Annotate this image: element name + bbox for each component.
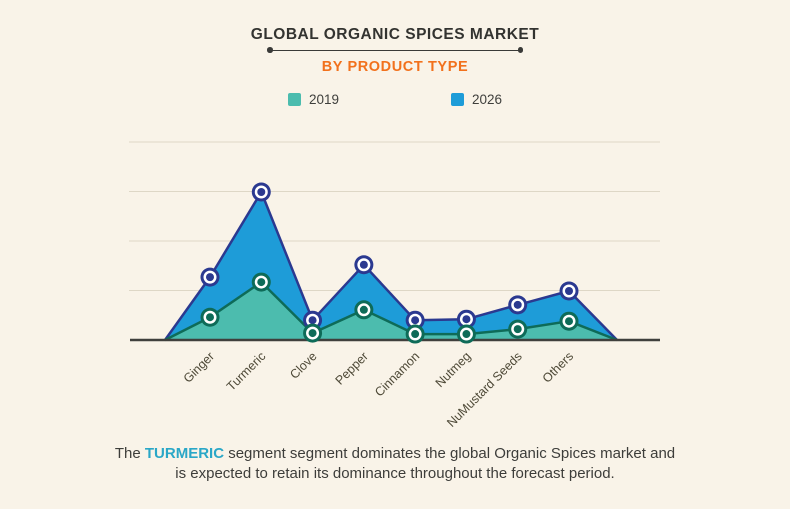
marker-ring [513, 300, 522, 309]
marker-2026-cinnamon[interactable] [405, 310, 425, 330]
legend-label-2026: 2026 [472, 92, 503, 107]
title-divider [267, 47, 523, 53]
line-2019 [164, 280, 618, 342]
area-2019 [165, 282, 617, 340]
marker-ring [411, 316, 420, 325]
marker-2026-numustard-seeds[interactable] [508, 295, 528, 315]
marker-ring [359, 260, 368, 269]
header: GLOBAL ORGANIC SPICES MARKET BY PRODUCT … [0, 0, 790, 75]
marker-2019-numustard-seeds[interactable] [508, 319, 528, 339]
caption-line-1: The TURMERIC segment segment dominates t… [0, 444, 790, 464]
legend-swatch-2019 [287, 93, 301, 106]
marker-ring [206, 273, 214, 282]
marker-ring [308, 316, 317, 325]
marker-2019-others[interactable] [559, 311, 579, 331]
caption-prefix: The [114, 445, 145, 462]
x-axis-label-clove: Clove [287, 349, 320, 382]
marker-2019-nutmeg[interactable] [456, 324, 476, 344]
marker-ring [206, 313, 214, 322]
marker-ring [513, 325, 522, 334]
marker-2026-turmeric[interactable] [251, 182, 271, 202]
marker-2019-pepper[interactable] [354, 300, 374, 320]
caption-suffix: segment segment dominates the global Org… [224, 445, 676, 462]
x-axis-label-nutmeg: Nutmeg [433, 349, 474, 390]
caption-highlight: TURMERIC [144, 445, 225, 462]
x-axis-label-ginger: Ginger [181, 349, 217, 385]
x-axis-label-turmeric: Turmeric [224, 349, 268, 393]
marker-2026-pepper[interactable] [354, 255, 374, 275]
x-axis-label-others: Others [540, 349, 576, 385]
legend-item-2019[interactable]: 2019 [287, 92, 339, 107]
marker-ring [308, 329, 317, 338]
x-axis-label-cinnamon: Cinnamon [372, 349, 422, 399]
caption-line-2: is expected to retain its dominance thro… [175, 464, 615, 482]
marker-2026-ginger[interactable] [200, 267, 220, 287]
marker-ring [411, 330, 420, 339]
marker-2019-ginger[interactable] [200, 307, 220, 327]
marker-ring [462, 315, 471, 324]
caption: The TURMERIC segment segment dominates t… [0, 444, 790, 483]
marker-ring [462, 330, 471, 339]
x-axis-label-pepper: Pepper [333, 349, 371, 387]
marker-ring [565, 286, 574, 295]
page-subtitle: BY PRODUCT TYPE [321, 59, 469, 75]
legend-swatch-2026 [451, 93, 464, 106]
marker-ring [565, 317, 574, 326]
marker-2019-clove[interactable] [303, 323, 323, 343]
line-2026 [163, 190, 618, 341]
legend-item-2026[interactable]: 2026 [451, 92, 502, 107]
marker-2019-turmeric[interactable] [251, 272, 271, 292]
marker-2019-cinnamon[interactable] [405, 324, 425, 344]
legend-label-2019: 2019 [308, 92, 339, 107]
marker-ring [257, 278, 266, 287]
marker-2026-nutmeg[interactable] [456, 309, 476, 329]
page-title: GLOBAL ORGANIC SPICES MARKET [250, 26, 540, 43]
marker-ring [257, 187, 266, 196]
marker-ring [359, 305, 368, 314]
marker-2026-others[interactable] [559, 281, 579, 301]
chart-legend: 2019 2026 [0, 92, 790, 107]
